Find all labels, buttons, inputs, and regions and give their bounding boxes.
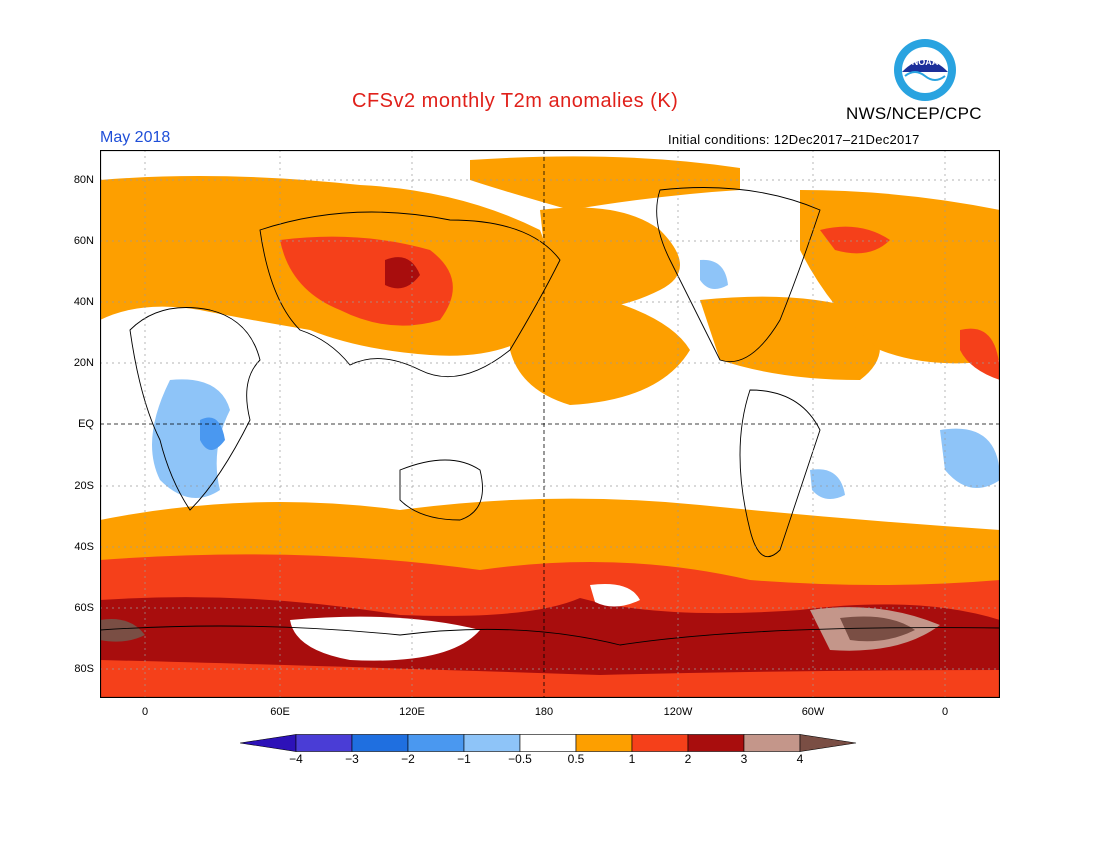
colorbar-label: −0.5	[508, 752, 532, 766]
map-title: CFSv2 monthly T2m anomalies (K)	[352, 90, 679, 112]
anomaly-region	[590, 584, 640, 607]
colorbar-cell	[240, 734, 297, 752]
anomaly-region	[200, 417, 225, 450]
colorbar-label: −2	[401, 752, 415, 766]
colorbar-label: 3	[740, 752, 748, 766]
colorbar-label: 2	[684, 752, 692, 766]
agency-label: NWS/NCEP/CPC	[846, 104, 982, 123]
anomaly-region	[100, 597, 1000, 675]
lat-label-20n: 20N	[73, 357, 94, 369]
anomaly-region	[280, 236, 453, 326]
lat-label-40n: 40N	[73, 296, 94, 308]
lat-label-60s: 60S	[74, 602, 94, 614]
colorbar-cell	[463, 734, 521, 752]
anomaly-region	[290, 616, 480, 661]
anomaly-region	[810, 469, 845, 499]
anomaly-map	[100, 150, 1000, 698]
colorbar-cell	[687, 734, 745, 752]
initial-conditions-label: Initial conditions: 12Dec2017–21Dec2017	[668, 132, 920, 147]
colorbar-label: 0.5	[567, 752, 585, 766]
lon-label-120e: 120E	[399, 706, 425, 718]
lat-label-20s: 20S	[74, 480, 94, 492]
colorbar-cell	[631, 734, 689, 752]
valid-month-label: May 2018	[100, 129, 171, 146]
anomaly-region	[940, 428, 1000, 488]
colorbar-label: −3	[345, 752, 359, 766]
colorbar-label: −4	[289, 752, 303, 766]
lat-label-80s: 80S	[74, 663, 94, 675]
noaa-logo-text: NOAA	[912, 57, 939, 67]
colorbar-label: 1	[628, 752, 636, 766]
anomaly-region	[820, 226, 890, 254]
lon-label-0-west: 0	[141, 706, 149, 718]
anomaly-region	[540, 207, 680, 308]
colorbar-label: 4	[796, 752, 804, 766]
anomaly-region	[840, 616, 915, 642]
colorbar-cell	[743, 734, 801, 752]
colorbar-cell	[295, 734, 353, 752]
anomaly-region	[100, 619, 145, 642]
lon-label-60e: 60E	[270, 706, 290, 718]
colorbar-cell	[575, 734, 633, 752]
noaa-logo: NOAA	[894, 39, 956, 101]
lat-label-40s: 40S	[74, 541, 94, 553]
anomaly-region	[510, 280, 690, 405]
anomaly-region	[700, 296, 880, 380]
lat-label-eq: EQ	[78, 418, 94, 430]
colorbar-cell	[799, 734, 857, 752]
colorbar-cell	[519, 734, 577, 752]
anomaly-region	[152, 379, 230, 498]
lat-label-80n: 80N	[73, 174, 94, 186]
anomaly-region	[385, 257, 420, 289]
anomaly-region	[700, 259, 728, 289]
colorbar	[240, 734, 857, 752]
colorbar-label: −1	[457, 752, 471, 766]
colorbar-cell	[351, 734, 409, 752]
lon-label-0-east: 0	[941, 706, 949, 718]
colorbar-cell	[407, 734, 465, 752]
lon-label-180: 180	[534, 706, 554, 718]
anomaly-region	[470, 156, 740, 210]
lon-label-120w: 120W	[663, 706, 693, 718]
lon-label-60w: 60W	[801, 706, 825, 718]
anomaly-region	[960, 328, 1000, 380]
lat-label-60n: 60N	[73, 235, 94, 247]
